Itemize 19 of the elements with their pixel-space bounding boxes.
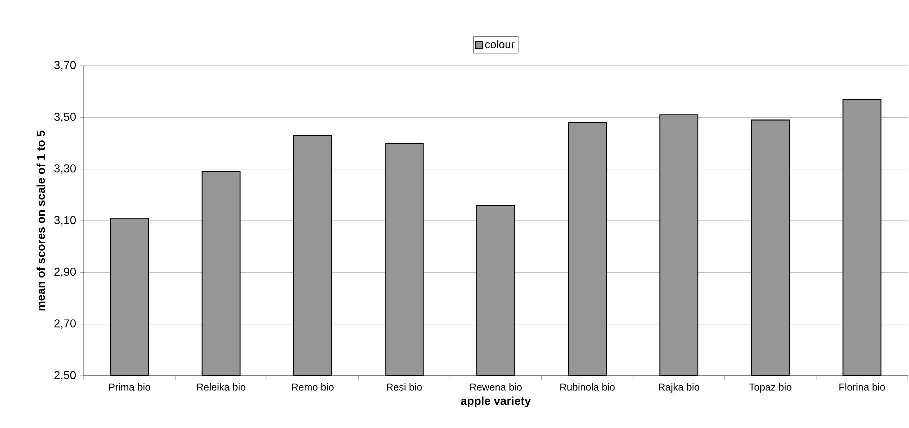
y-tick-label: 2,70 [54, 320, 76, 330]
x-tick-label: Remo bio [292, 384, 334, 391]
y-tick-label: 3,10 [54, 216, 76, 226]
x-tick-label: Topaz bio [749, 384, 792, 393]
y-tick-label: 2,50 [54, 371, 76, 381]
x-tick-label: Rajka bio [659, 384, 700, 393]
y-tick-label: 3,50 [54, 112, 76, 122]
x-tick-label: Florina bio [840, 384, 886, 391]
x-tick-label: Rewena bio [470, 384, 522, 391]
y-axis-title: mean of scores on scale of 1 to 5 [36, 130, 46, 311]
legend-label: colour [485, 40, 515, 49]
y-tick-label: 3,70 [54, 61, 76, 71]
x-tick-label: Rubinola bio [560, 384, 615, 391]
x-tick-label: Resi bio [387, 384, 422, 391]
x-axis-title: apple variety [461, 396, 532, 408]
y-tick-label: 2,90 [54, 268, 76, 278]
x-tick-label: Prima bio [109, 384, 150, 391]
x-tick-label: Releika bio [197, 384, 246, 391]
y-tick-label: 3,30 [54, 164, 76, 174]
